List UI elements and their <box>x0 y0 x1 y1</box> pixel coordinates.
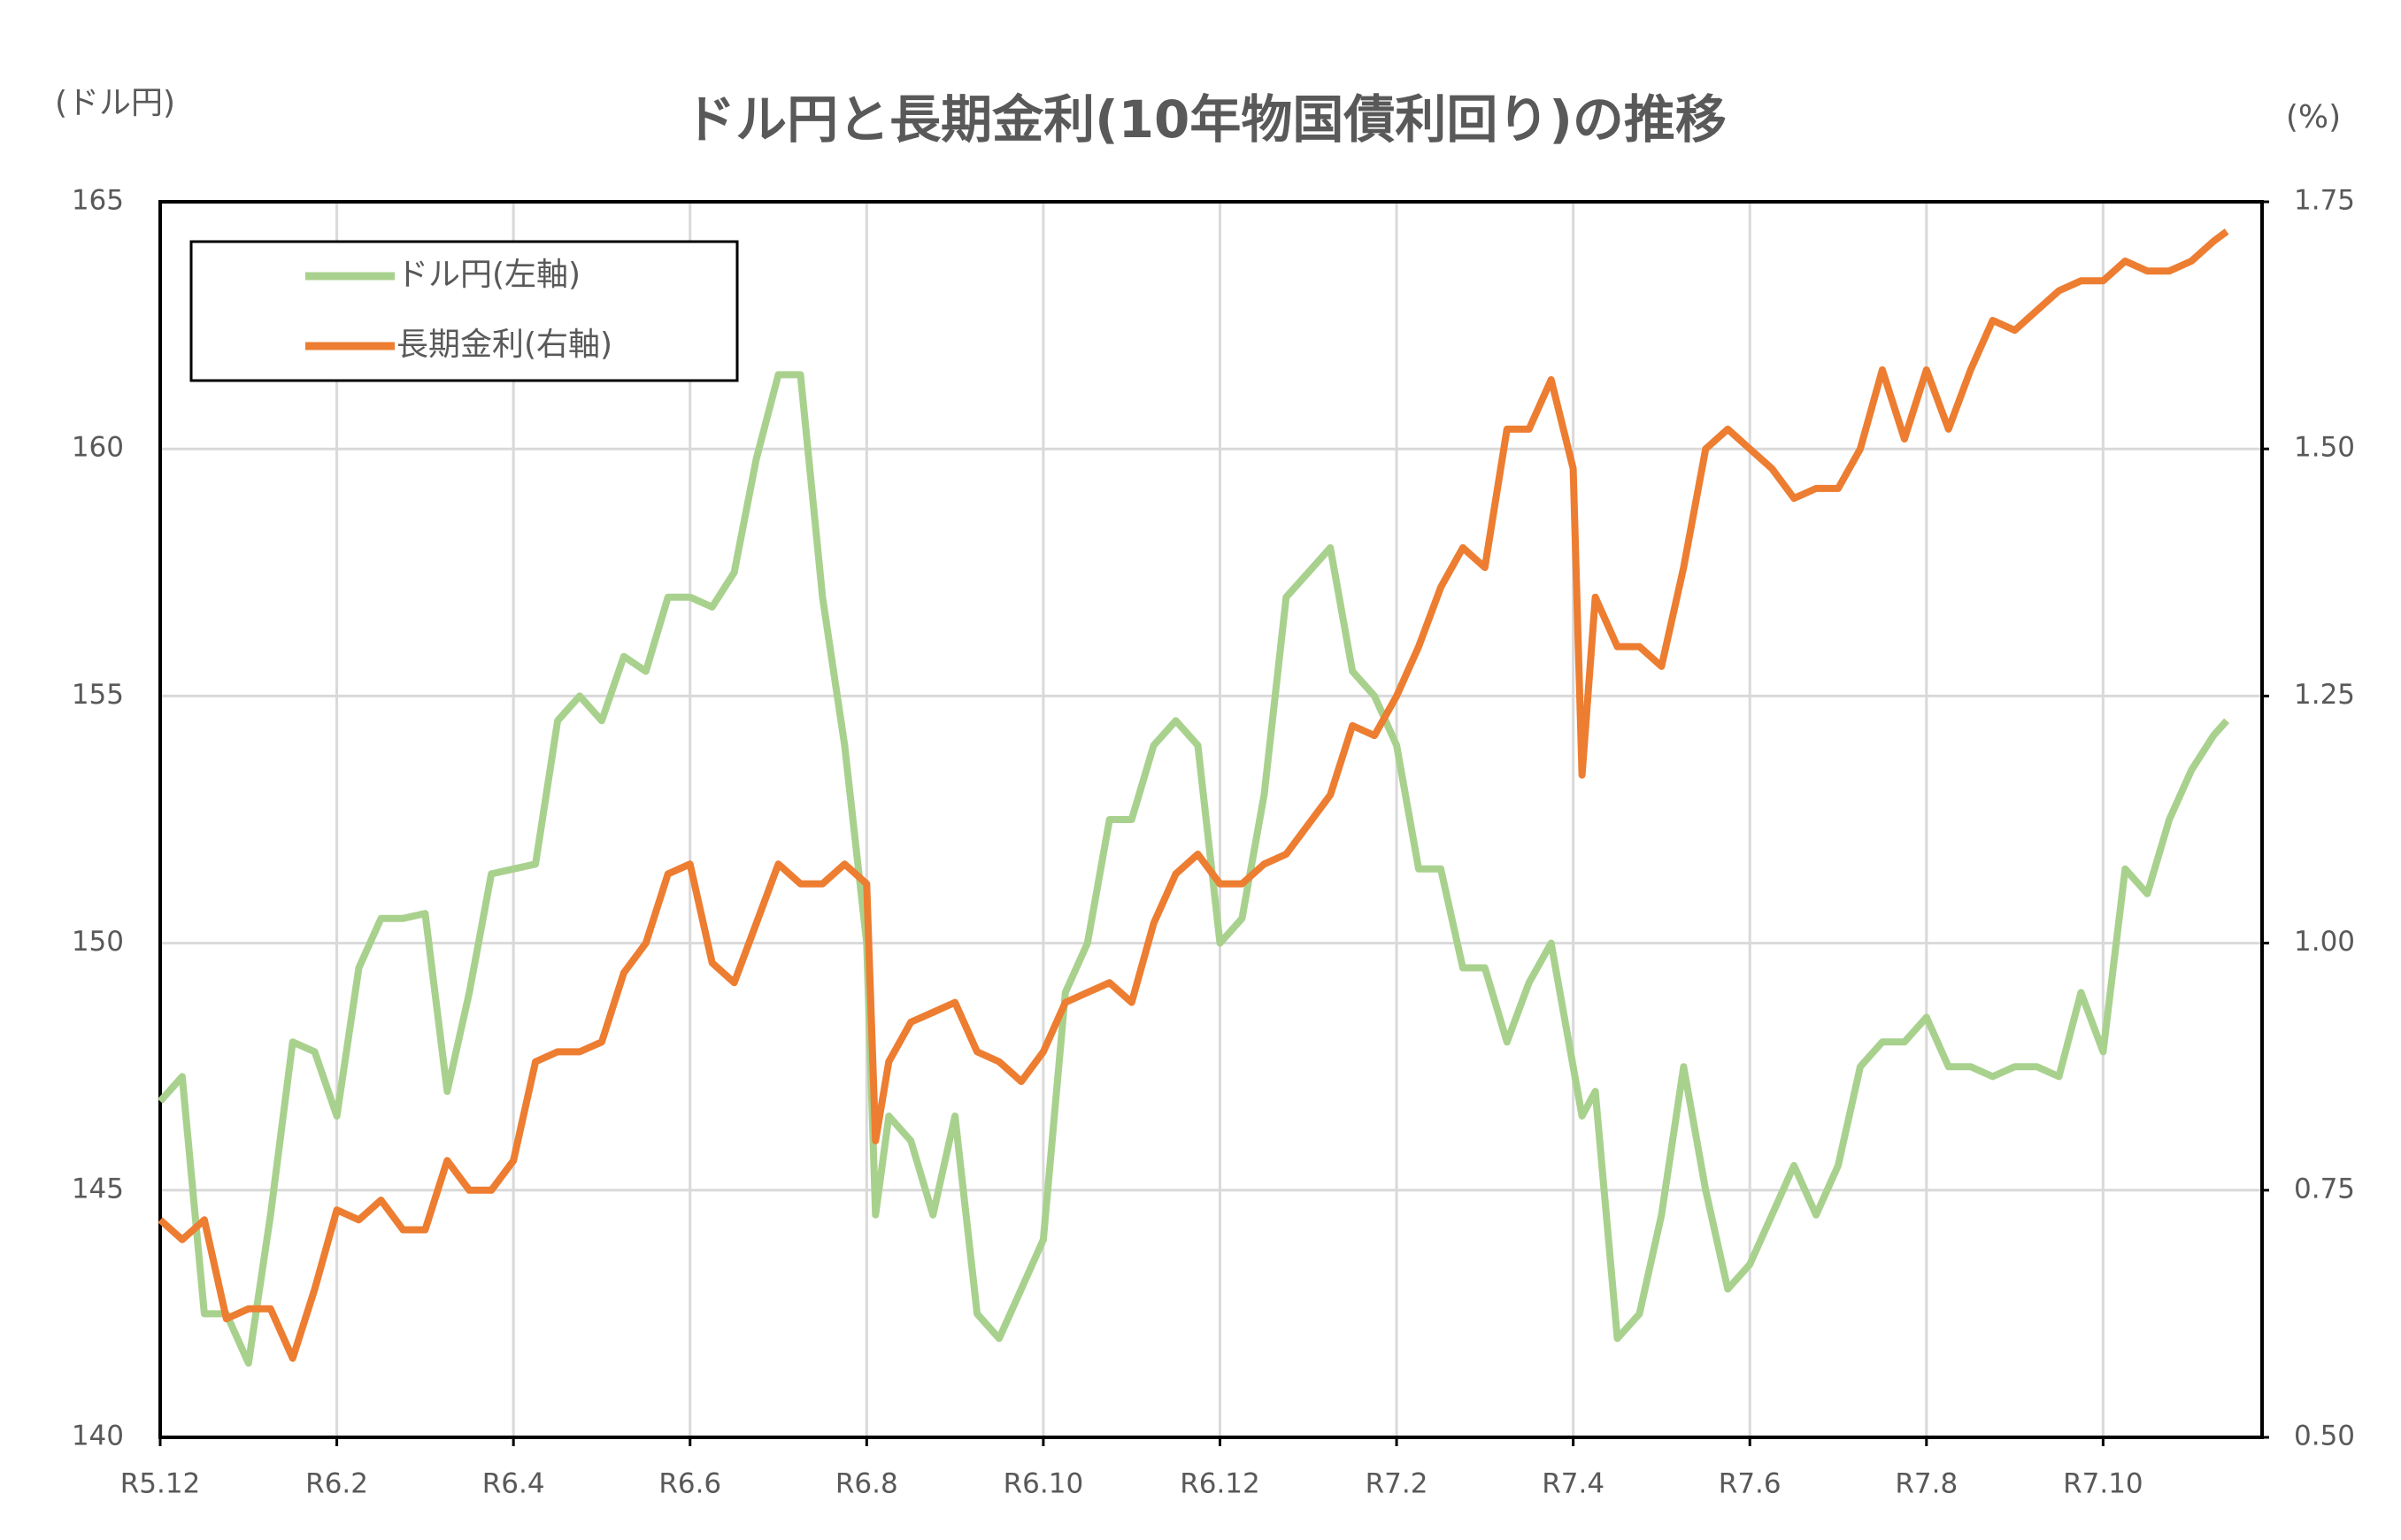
legend-box <box>189 240 739 382</box>
y-tick-label: 155 <box>72 679 124 711</box>
x-tick-label: R6.2 <box>305 1468 368 1500</box>
y-tick-label: 165 <box>72 185 124 217</box>
legend-label: ドル円(左軸) <box>396 257 581 293</box>
y-tick-label: 140 <box>72 1421 124 1452</box>
x-tick-label: R7.2 <box>1366 1468 1428 1500</box>
y2-tick-label: 1.25 <box>2294 679 2355 711</box>
y2-tick-label: 0.50 <box>2294 1421 2355 1452</box>
x-tick-label: R6.4 <box>482 1468 545 1500</box>
series-line <box>158 228 2229 1362</box>
x-tick-label: R7.4 <box>1542 1468 1605 1500</box>
y-tick-label: 150 <box>72 926 124 958</box>
legend-label: 長期金利(右軸) <box>396 327 612 363</box>
x-tick-label: R7.6 <box>1719 1468 1782 1500</box>
x-tick-label: R7.8 <box>1895 1468 1958 1500</box>
x-tick-label: R6.12 <box>1180 1468 1260 1500</box>
series-line <box>158 371 2230 1367</box>
y-tick-label: 160 <box>72 432 124 464</box>
y2-tick-label: 1.50 <box>2294 432 2355 464</box>
y-axis-label: (ドル円) <box>55 85 175 121</box>
y2-tick-label: 0.75 <box>2294 1173 2355 1205</box>
y2-tick-label: 1.00 <box>2294 926 2355 958</box>
x-tick-label: R6.10 <box>1004 1468 1084 1500</box>
y-tick-label: 145 <box>72 1173 124 1205</box>
y2-axis-label: (%) <box>2286 99 2341 135</box>
x-tick-label: R6.6 <box>658 1468 721 1500</box>
y2-tick-label: 1.75 <box>2294 185 2355 217</box>
x-tick-label: R7.10 <box>2063 1468 2143 1500</box>
x-tick-label: R6.8 <box>835 1468 898 1500</box>
chart-title: ドル円と長期金利(10年物国債利回り)の推移 <box>684 89 1727 150</box>
x-tick-label: R5.12 <box>120 1468 201 1500</box>
plot-border <box>158 200 2264 1439</box>
